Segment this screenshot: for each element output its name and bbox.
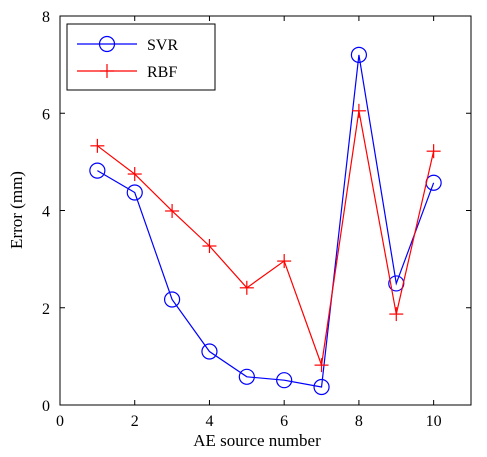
legend-svr-label: SVR [147,37,178,54]
svr-series [89,46,442,396]
y-tick-label: 2 [42,301,50,318]
rbf-point [90,138,105,153]
rbf-series [90,103,441,373]
plot-area [89,46,442,396]
y-axis-label: Error (mm) [7,171,26,249]
rbf-point [277,254,292,269]
svr-point [163,291,181,308]
x-axis-label: AE source number [193,431,321,450]
svr-point [276,372,293,389]
rbf-point [127,167,142,182]
rbf-point [351,103,366,118]
x-tick-label: 8 [355,413,363,430]
svr-point [313,378,330,396]
svr-point [350,46,368,64]
rbf-point [426,144,441,159]
y-tick-label: 0 [42,398,50,415]
rbf-point [202,238,217,253]
rbf-point [314,358,329,373]
x-tick-label: 10 [426,413,442,430]
svr-point [238,368,255,385]
x-tick-label: 4 [205,413,213,430]
legend-box [66,23,216,91]
y-tick-label: 6 [42,106,50,123]
x-tick-label: 0 [56,413,64,430]
svr-line [97,54,435,388]
legend-svr-marker [98,35,116,53]
svr-point [126,184,143,201]
axes: 0 2 4 6 8 10 0 2 4 6 8 [42,9,472,430]
rbf-line [97,110,435,366]
legend: SVR RBF [66,23,216,91]
legend-rbf-marker [100,64,114,78]
rbf-point [239,280,254,295]
svr-point [89,162,106,179]
y-tick-label: 4 [42,204,50,221]
x-tick-label: 6 [280,413,288,430]
legend-rbf-label: RBF [147,64,177,81]
y-tick-label: 8 [42,9,50,26]
x-tick-label: 2 [131,413,139,430]
svr-point [201,343,218,360]
rbf-point [389,307,404,322]
rbf-point [165,203,180,218]
